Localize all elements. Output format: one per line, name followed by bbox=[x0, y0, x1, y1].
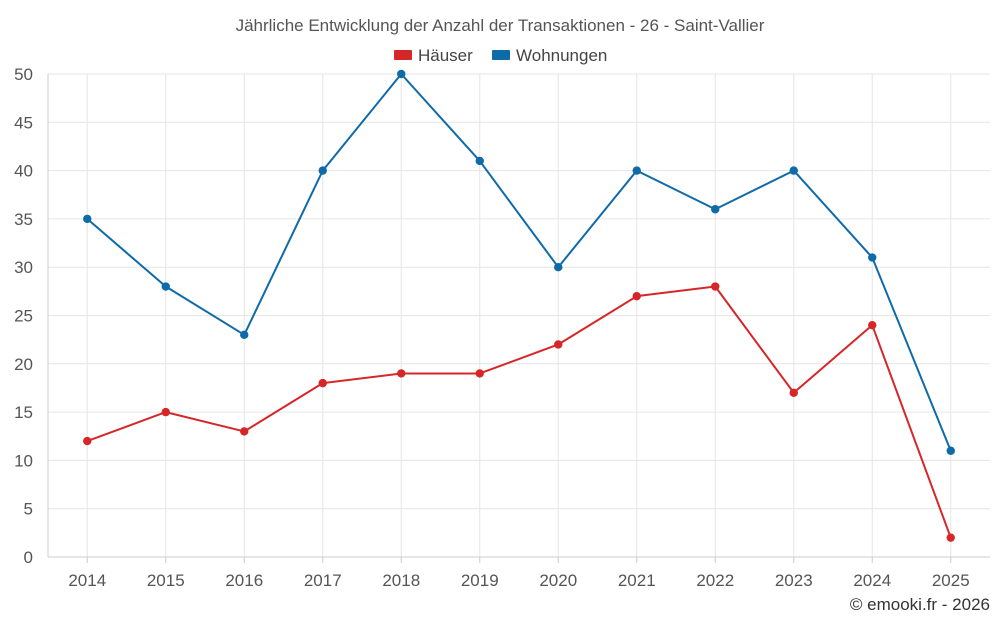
data-point[interactable] bbox=[711, 205, 720, 214]
x-tick-label: 2015 bbox=[147, 571, 185, 590]
data-point[interactable] bbox=[946, 533, 955, 542]
x-tick-label: 2024 bbox=[853, 571, 891, 590]
y-tick-label: 50 bbox=[14, 65, 33, 84]
data-point[interactable] bbox=[83, 436, 92, 446]
data-point[interactable] bbox=[711, 282, 720, 291]
y-tick-label: 10 bbox=[14, 451, 33, 470]
x-tick-label: 2023 bbox=[775, 571, 813, 590]
data-point[interactable] bbox=[83, 214, 92, 224]
y-tick-label: 40 bbox=[14, 162, 33, 181]
series-0 bbox=[83, 282, 955, 542]
legend-label: Häuser bbox=[418, 46, 473, 65]
y-tick-label: 15 bbox=[14, 403, 33, 422]
data-point[interactable] bbox=[475, 156, 484, 166]
data-point[interactable] bbox=[554, 340, 563, 349]
credit-text: © emooki.fr - 2026 bbox=[850, 595, 990, 614]
series-line bbox=[86, 285, 952, 539]
legend-item-0[interactable]: Häuser bbox=[394, 46, 473, 65]
data-point[interactable] bbox=[397, 369, 406, 378]
x-tick-label: 2014 bbox=[68, 571, 106, 590]
data-point[interactable] bbox=[397, 69, 406, 79]
legend-item-1[interactable]: Wohnungen bbox=[492, 46, 607, 65]
legend-label: Wohnungen bbox=[516, 46, 607, 65]
legend-swatch bbox=[492, 50, 510, 60]
legend: Häuser Wohnungen bbox=[394, 46, 607, 65]
y-tick-label: 45 bbox=[14, 113, 33, 132]
data-point[interactable] bbox=[318, 378, 327, 388]
data-point[interactable] bbox=[946, 446, 955, 455]
data-point[interactable] bbox=[240, 427, 249, 436]
series-line bbox=[86, 73, 952, 452]
chart-title: Jährliche Entwicklung der Anzahl der Tra… bbox=[236, 16, 765, 35]
x-tick-label: 2021 bbox=[618, 571, 656, 590]
y-tick-label: 25 bbox=[14, 307, 33, 326]
data-point[interactable] bbox=[868, 320, 877, 330]
x-tick-label: 2017 bbox=[304, 571, 342, 590]
x-tick-label: 2022 bbox=[696, 571, 734, 590]
y-tick-label: 5 bbox=[24, 500, 33, 519]
x-tick-label: 2020 bbox=[539, 571, 577, 590]
data-point[interactable] bbox=[318, 166, 327, 175]
series-1 bbox=[83, 69, 955, 455]
data-point[interactable] bbox=[554, 263, 563, 272]
x-tick-label: 2019 bbox=[461, 571, 499, 590]
x-tick-label: 2018 bbox=[382, 571, 420, 590]
y-tick-label: 0 bbox=[24, 548, 33, 567]
data-point[interactable] bbox=[789, 166, 798, 175]
data-point[interactable] bbox=[632, 166, 641, 175]
legend-swatch bbox=[394, 50, 412, 60]
data-point[interactable] bbox=[475, 369, 484, 378]
x-tick-label: 2016 bbox=[225, 571, 263, 590]
x-tick-label: 2025 bbox=[932, 571, 970, 590]
data-point[interactable] bbox=[868, 253, 877, 262]
y-tick-label: 30 bbox=[14, 258, 33, 277]
y-tick-label: 20 bbox=[14, 355, 33, 374]
y-tick-label: 35 bbox=[14, 210, 33, 229]
data-point[interactable] bbox=[161, 282, 170, 291]
data-point[interactable] bbox=[789, 388, 798, 397]
grid bbox=[48, 73, 990, 557]
data-point[interactable] bbox=[240, 330, 249, 340]
data-point[interactable] bbox=[632, 291, 641, 301]
data-point[interactable] bbox=[161, 407, 170, 417]
series-layer bbox=[83, 69, 955, 542]
